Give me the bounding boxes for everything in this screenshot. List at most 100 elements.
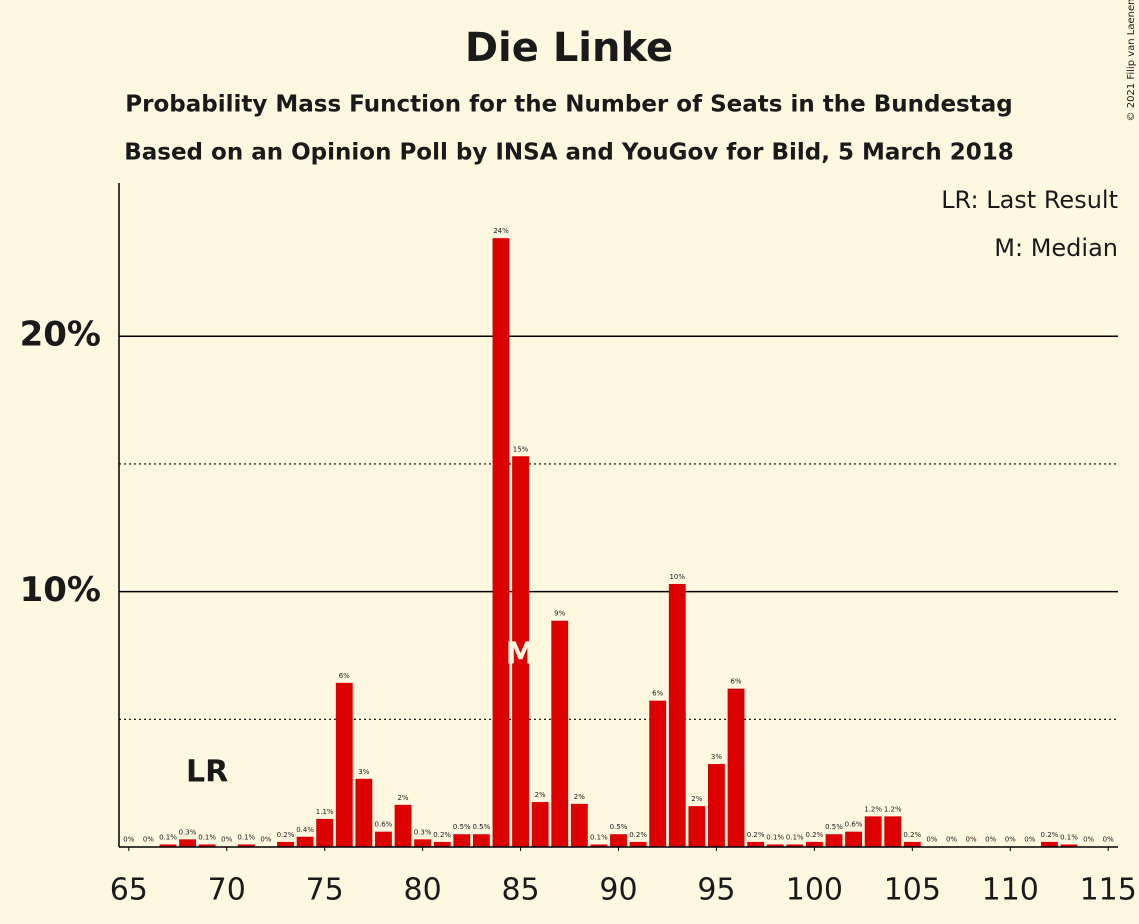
value-label: 0%	[926, 835, 937, 843]
x-tick-label: 100	[786, 873, 843, 908]
bar	[668, 583, 686, 847]
value-label: 2%	[574, 793, 585, 801]
bar	[864, 816, 882, 847]
value-label: 9%	[554, 610, 565, 618]
value-label: 0.2%	[433, 831, 451, 839]
x-tick-label: 80	[404, 873, 442, 908]
bar	[531, 802, 549, 847]
x-tick-label: 65	[110, 873, 148, 908]
value-label: 6%	[730, 678, 741, 686]
chart-subtitle: Probability Mass Function for the Number…	[125, 92, 1012, 118]
value-label: 0.2%	[805, 831, 823, 839]
x-tick-label: 85	[501, 873, 539, 908]
chart-title: Die Linke	[465, 25, 673, 71]
value-label: 1.2%	[864, 805, 882, 813]
value-label: 0.5%	[472, 823, 490, 831]
value-label: 0%	[143, 835, 154, 843]
bar	[375, 831, 392, 847]
bar	[492, 238, 510, 847]
value-label: 1.2%	[884, 805, 902, 813]
bar	[237, 844, 255, 847]
value-label: 0.5%	[825, 823, 843, 831]
x-tick-label: 115	[1080, 873, 1137, 908]
value-label: 0%	[221, 835, 232, 843]
value-label: 2%	[691, 795, 702, 803]
value-label: 0.1%	[1060, 833, 1078, 841]
bar	[1041, 841, 1058, 847]
value-label: 0%	[946, 835, 957, 843]
bar	[570, 803, 588, 847]
value-label: 0.1%	[237, 833, 255, 841]
value-label: 0.1%	[159, 833, 177, 841]
bar	[277, 841, 294, 847]
bar	[179, 839, 196, 847]
bar	[159, 844, 177, 847]
value-label: 0%	[966, 835, 977, 843]
bar	[512, 456, 529, 847]
value-label: 0.2%	[903, 831, 921, 839]
annotation: LR	[186, 755, 228, 790]
value-label: 0%	[123, 835, 134, 843]
value-label: 0.1%	[786, 833, 804, 841]
bar	[590, 844, 608, 847]
bar	[766, 844, 784, 847]
value-label: 0.3%	[414, 828, 432, 836]
value-label: 0.3%	[179, 828, 197, 836]
value-label: 6%	[339, 672, 350, 680]
value-label: 0.6%	[845, 821, 863, 829]
value-label: 0.6%	[375, 821, 393, 829]
x-tick-label: 75	[306, 873, 344, 908]
value-label: 3%	[711, 753, 722, 761]
bar	[825, 834, 843, 847]
value-label: 0.1%	[766, 833, 784, 841]
bar	[786, 844, 804, 847]
annotation: M	[506, 637, 536, 672]
value-label: 0%	[1005, 835, 1016, 843]
value-label: 0%	[985, 835, 996, 843]
bar	[296, 836, 314, 847]
bar	[884, 816, 902, 847]
chart-subtitle: Based on an Opinion Poll by INSA and You…	[124, 140, 1014, 166]
value-label: 1.1%	[316, 808, 334, 816]
x-tick-label: 70	[208, 873, 246, 908]
value-label: 0%	[1024, 835, 1035, 843]
bar	[433, 841, 451, 847]
x-tick-label: 95	[697, 873, 735, 908]
value-label: 0.2%	[747, 831, 765, 839]
value-label: 0.2%	[1041, 831, 1059, 839]
value-label: 0%	[1083, 835, 1094, 843]
value-label: 0.4%	[296, 826, 314, 834]
bar	[335, 682, 353, 847]
y-tick-label: 10%	[20, 570, 101, 610]
x-tick-label: 105	[884, 873, 941, 908]
bar	[845, 831, 862, 847]
copyright: © 2021 Filip van Laenen	[1126, 0, 1137, 121]
value-label: 10%	[669, 573, 685, 581]
value-label: 0.5%	[453, 823, 471, 831]
x-tick-label: 110	[982, 873, 1039, 908]
value-label: 0%	[1103, 835, 1114, 843]
bar	[316, 818, 334, 847]
value-label: 0.1%	[590, 833, 608, 841]
bar	[1060, 844, 1078, 847]
bar	[472, 834, 490, 847]
bar	[551, 620, 569, 847]
legend-entry: LR: Last Result	[941, 186, 1118, 214]
value-label: 15%	[513, 445, 529, 453]
bar	[649, 700, 667, 847]
bar	[688, 806, 706, 847]
bar	[747, 841, 765, 847]
bar	[610, 834, 627, 847]
value-label: 0.2%	[277, 831, 295, 839]
bar	[198, 844, 216, 847]
legend-entry: M: Median	[994, 234, 1118, 262]
x-tick-label: 90	[599, 873, 637, 908]
bar	[414, 839, 432, 847]
value-label: 0.5%	[610, 823, 628, 831]
value-label: 6%	[652, 690, 663, 698]
value-label: 0.1%	[198, 833, 216, 841]
bar	[394, 804, 412, 847]
value-label: 2%	[397, 794, 408, 802]
